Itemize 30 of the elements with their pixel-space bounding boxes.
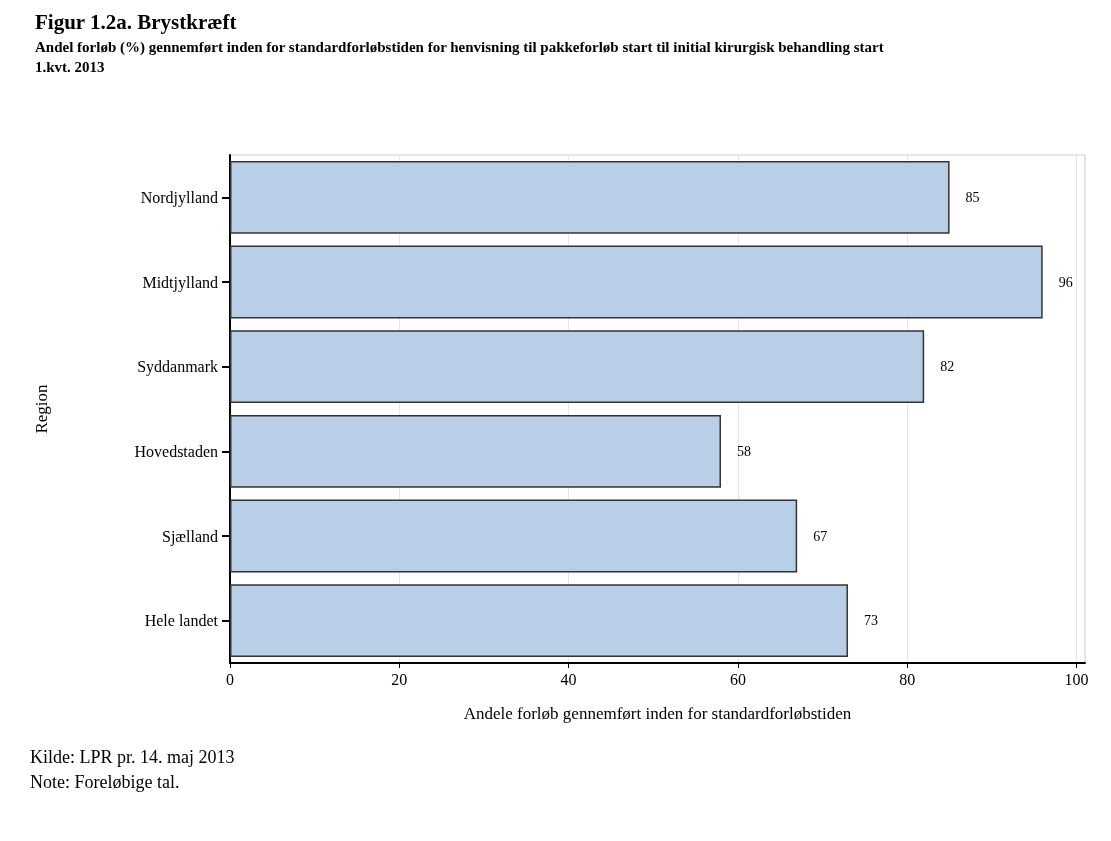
chart-title: Figur 1.2a. Brystkræft xyxy=(35,9,237,34)
x-tick-label: 20 xyxy=(391,670,408,688)
text: Kilde: LPR pr. 14. maj 2013 xyxy=(30,747,235,767)
data-label: 85 xyxy=(965,189,980,205)
x-tick-label: 0 xyxy=(226,670,234,688)
data-label: 82 xyxy=(940,359,955,375)
bar xyxy=(230,330,925,404)
y-tick-label: Midtjylland xyxy=(142,273,218,292)
bar xyxy=(230,414,721,488)
y-tick-label: Nordjylland xyxy=(140,188,218,207)
x-tick-label: 100 xyxy=(1064,670,1089,688)
x-tick-label: 80 xyxy=(899,670,916,688)
y-tick-label: Hovedstaden xyxy=(134,442,218,460)
data-label: 96 xyxy=(1058,274,1073,290)
x-axis-title: Andele forløb gennemført inden for standardforløbstiden xyxy=(463,704,852,723)
data-label: 67 xyxy=(813,528,828,544)
bar xyxy=(230,245,1043,319)
y-tick-label: Hele landet xyxy=(144,612,219,630)
data-label: 73 xyxy=(863,613,878,629)
y-tick-label: Sjælland xyxy=(161,527,218,546)
data-label: 58 xyxy=(736,443,751,459)
text: Note: Foreløbige tal. xyxy=(30,772,180,792)
chart-subtitle: Andel forløb (%) gennemført inden for standardforløbstiden for henvisning til pakkeforløb start til initial kirurgisk behandling start 1.kvt. 2013 xyxy=(35,39,884,75)
bar xyxy=(230,160,950,234)
bar xyxy=(230,584,848,658)
y-tick-label: Syddanmark xyxy=(137,358,218,377)
x-tick-label: 40 xyxy=(560,670,577,688)
bar xyxy=(230,499,798,573)
x-tick-label: 60 xyxy=(729,670,746,688)
y-axis-title: Region xyxy=(32,383,51,434)
